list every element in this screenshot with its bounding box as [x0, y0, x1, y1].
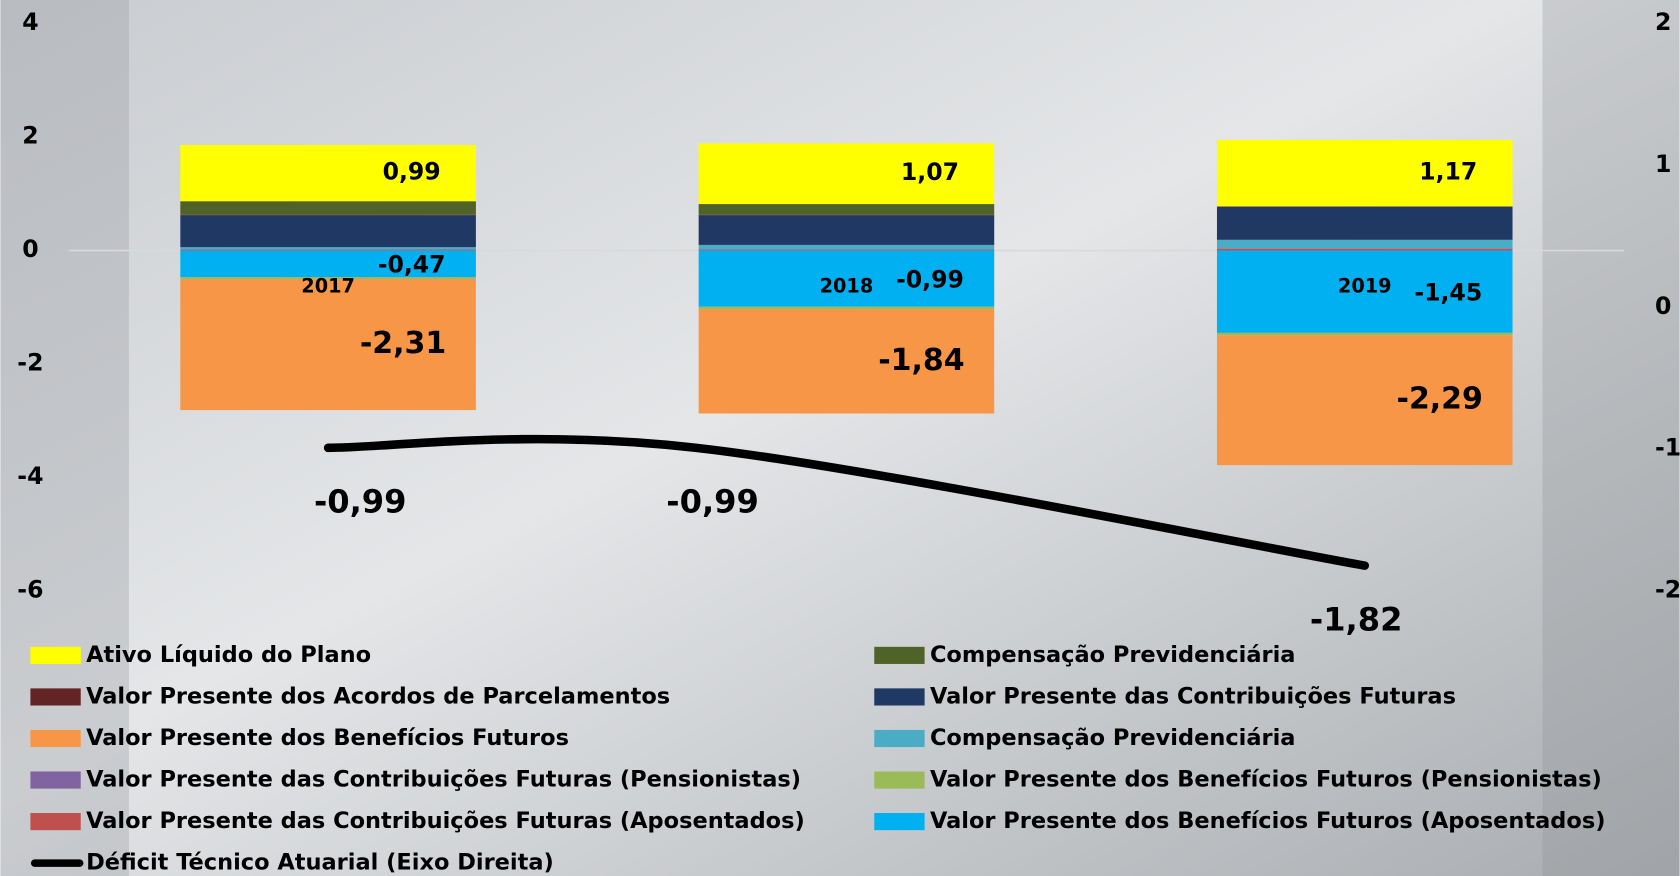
- data-label: -1,45: [1414, 278, 1482, 306]
- y2-tick-label: 1: [1655, 150, 1671, 178]
- legend-label: Compensação Previdenciária: [930, 642, 1296, 668]
- legend-label: Valor Presente dos Acordos de Parcelamen…: [86, 683, 670, 709]
- bar-segment: [699, 307, 995, 309]
- legend-swatch: [30, 771, 80, 788]
- page: {"chart_data": {"type": "bar", "categori…: [0, 0, 1680, 876]
- y2-tick-label: 0: [1655, 292, 1671, 320]
- category-label: 2019: [1338, 275, 1392, 298]
- bar-segment: [1217, 206, 1513, 207]
- y-tick-label: 2: [22, 122, 38, 150]
- bar-segment: [699, 245, 995, 250]
- bar-segment: [1217, 249, 1513, 251]
- bar-segment: [699, 250, 995, 251]
- line-label: -1,82: [1310, 600, 1403, 638]
- legend-swatch: [874, 730, 924, 747]
- data-label: 1,17: [1419, 158, 1477, 186]
- y2-tick-label: -2: [1655, 576, 1680, 604]
- data-label: -2,29: [1397, 382, 1483, 417]
- data-label: -0,47: [378, 251, 446, 279]
- bar-segment: [180, 215, 476, 216]
- y-tick-label: -4: [17, 462, 43, 490]
- legend-label: Valor Presente dos Benefícios Futuros: [86, 725, 569, 751]
- bar-segment: [180, 247, 476, 249]
- y2-tick-label: 2: [1655, 8, 1671, 36]
- legend-swatch: [874, 813, 924, 830]
- bar-segment: [1217, 207, 1513, 240]
- y-tick-label: -6: [17, 576, 43, 604]
- bar-segment: [180, 249, 476, 250]
- legend-label: Ativo Líquido do Plano: [86, 642, 371, 668]
- legend-label: Valor Presente dos Benefícios Futuros (P…: [930, 767, 1602, 793]
- legend-swatch: [874, 688, 924, 705]
- category-label: 2018: [820, 275, 874, 298]
- legend-swatch: [874, 771, 924, 788]
- data-label: -1,84: [878, 343, 964, 378]
- legend-swatch: [30, 647, 80, 664]
- bar-segment: [1217, 333, 1513, 335]
- legend-swatch: [30, 813, 80, 830]
- line-label: -0,99: [666, 483, 759, 521]
- legend-label: Déficit Técnico Atuarial (Eixo Direita): [86, 850, 554, 876]
- legend-swatch: [874, 647, 924, 664]
- bar-segment: [699, 249, 995, 250]
- chart: -6 -4 -2 0 2 4 -2 -1 0 1 2 -0,47 -2,31 0,99 2017 -0,99 -…: [0, 0, 1680, 876]
- legend-swatch: [30, 688, 80, 705]
- legend-label: Valor Presente das Contribuições Futuras: [930, 683, 1456, 709]
- line-label: -0,99: [314, 483, 407, 521]
- bar-segment: [180, 201, 476, 215]
- bar-segment: [699, 204, 995, 215]
- bar-segment: [699, 215, 995, 245]
- bar-segment: [1217, 248, 1513, 249]
- bar-segment: [1217, 240, 1513, 249]
- bar-segment: [180, 250, 476, 251]
- data-label: -0,99: [896, 265, 964, 293]
- legend-swatch: [30, 730, 80, 747]
- data-label: 1,07: [901, 158, 959, 186]
- y-tick-label: 0: [22, 235, 38, 263]
- legend-label: Valor Presente das Contribuições Futuras…: [86, 808, 805, 834]
- y2-tick-label: -1: [1655, 434, 1680, 462]
- legend-label: Valor Presente dos Benefícios Futuros (A…: [930, 808, 1606, 834]
- data-label: 0,99: [383, 158, 441, 186]
- bar-segment: [699, 215, 995, 216]
- category-label: 2017: [301, 275, 355, 298]
- y-tick-label: 4: [22, 8, 38, 36]
- bar-segment: [180, 215, 476, 247]
- legend-label: Valor Presente das Contribuições Futuras…: [86, 767, 801, 793]
- legend-label: Compensação Previdenciária: [930, 725, 1296, 751]
- y-tick-label: -2: [17, 349, 43, 377]
- data-label: -2,31: [360, 326, 446, 361]
